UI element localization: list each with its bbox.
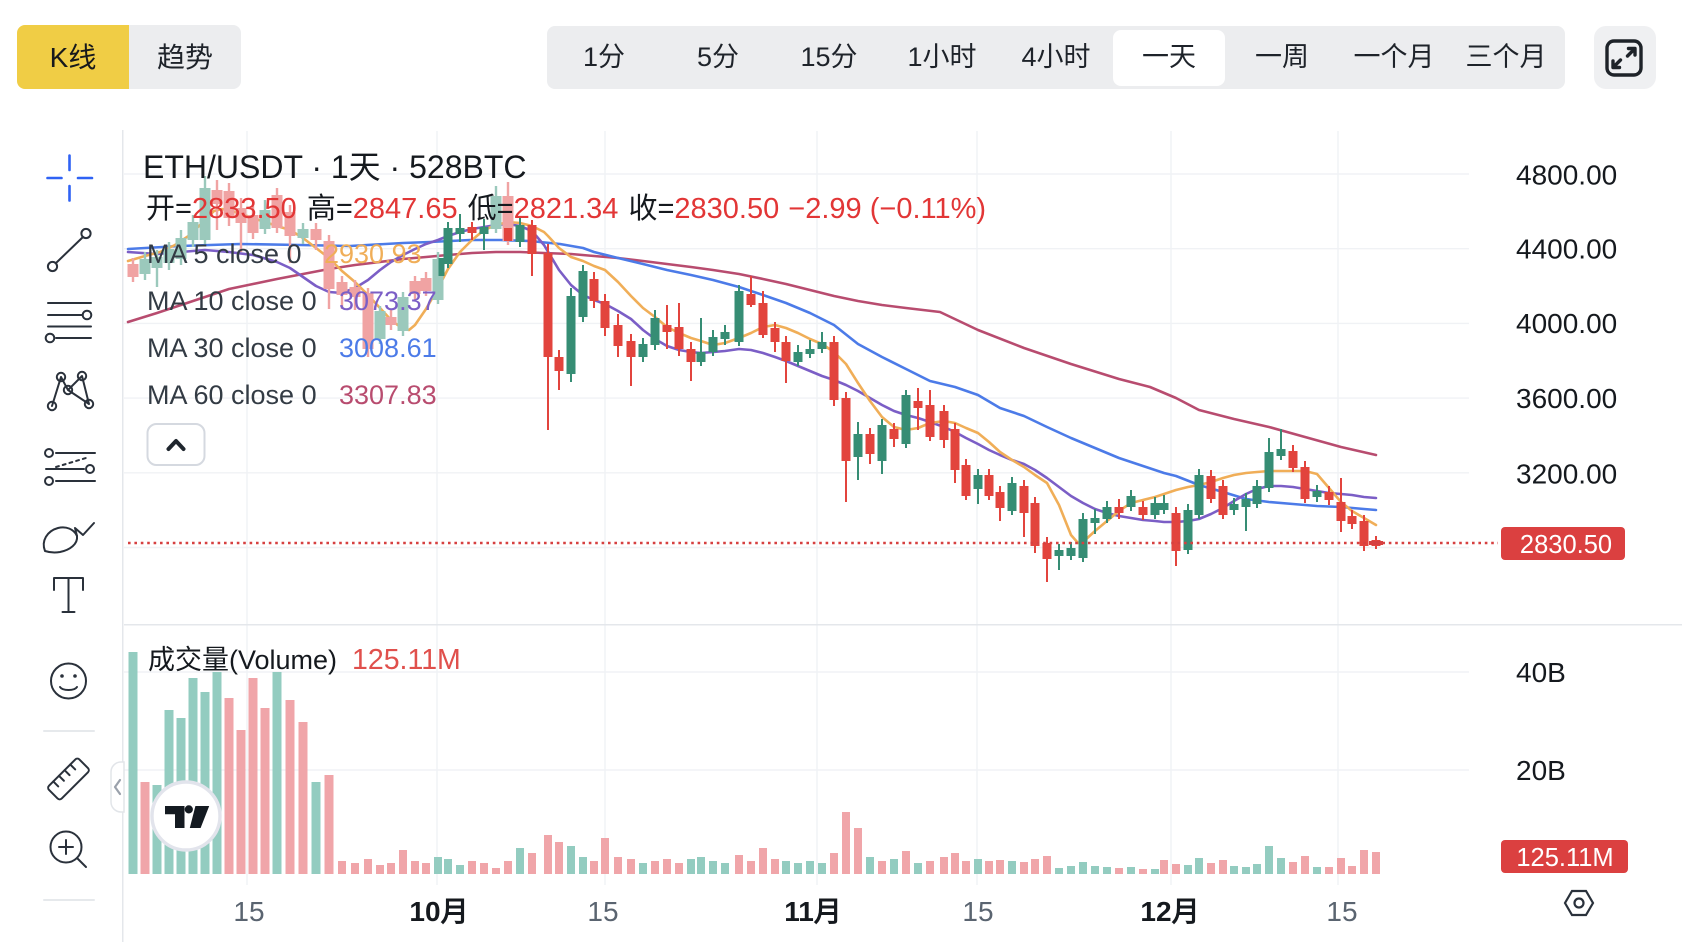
svg-text:15: 15 [962, 896, 993, 927]
svg-text:125.11M: 125.11M [1516, 844, 1613, 872]
svg-text:3600.00: 3600.00 [1516, 383, 1617, 414]
svg-text:5分: 5分 [697, 42, 739, 72]
svg-text:一周: 一周 [1255, 42, 1309, 72]
svg-text:15: 15 [587, 896, 618, 927]
svg-text:MA 30 close 0: MA 30 close 0 [147, 333, 317, 363]
svg-text:ETH/USDT · 1天 · 528BTC: ETH/USDT · 1天 · 528BTC [143, 149, 527, 185]
svg-text:MA 60 close 0: MA 60 close 0 [147, 380, 317, 410]
svg-text:MA 5 close 0: MA 5 close 0 [147, 239, 302, 269]
svg-text:成交量(Volume): 成交量(Volume) [148, 645, 337, 675]
svg-text:125.11M: 125.11M [352, 644, 461, 676]
svg-text:开=2833.50 高=2847.65 低=2821.34: 开=2833.50 高=2847.65 低=2821.34 收=2830.50 … [146, 192, 986, 225]
svg-text:40B: 40B [1516, 657, 1566, 688]
svg-text:趋势: 趋势 [157, 42, 213, 73]
svg-text:2930.93: 2930.93 [324, 239, 422, 269]
svg-text:2830.50: 2830.50 [1520, 531, 1612, 559]
svg-text:3307.83: 3307.83 [339, 380, 437, 410]
svg-text:3200.00: 3200.00 [1516, 459, 1617, 490]
svg-text:11月: 11月 [784, 896, 842, 927]
svg-text:4400.00: 4400.00 [1516, 234, 1617, 265]
svg-text:1小时: 1小时 [907, 42, 976, 72]
svg-text:15: 15 [233, 896, 264, 927]
svg-text:K线: K线 [50, 42, 97, 73]
svg-text:3008.61: 3008.61 [339, 333, 437, 363]
svg-text:1分: 1分 [583, 42, 625, 72]
svg-text:15: 15 [1326, 896, 1357, 927]
svg-text:12月: 12月 [1140, 896, 1199, 927]
svg-text:4小时: 4小时 [1021, 42, 1090, 72]
svg-text:一个月: 一个月 [1354, 42, 1435, 72]
svg-text:三个月: 三个月 [1466, 42, 1547, 72]
svg-text:10月: 10月 [409, 896, 468, 927]
svg-text:一天: 一天 [1142, 42, 1196, 72]
svg-text:4000.00: 4000.00 [1516, 308, 1617, 339]
svg-text:15分: 15分 [800, 42, 857, 72]
svg-text:MA 10 close 0: MA 10 close 0 [147, 286, 317, 316]
svg-text:20B: 20B [1516, 755, 1566, 786]
svg-text:3073.37: 3073.37 [339, 286, 437, 316]
svg-text:4800.00: 4800.00 [1516, 160, 1617, 191]
